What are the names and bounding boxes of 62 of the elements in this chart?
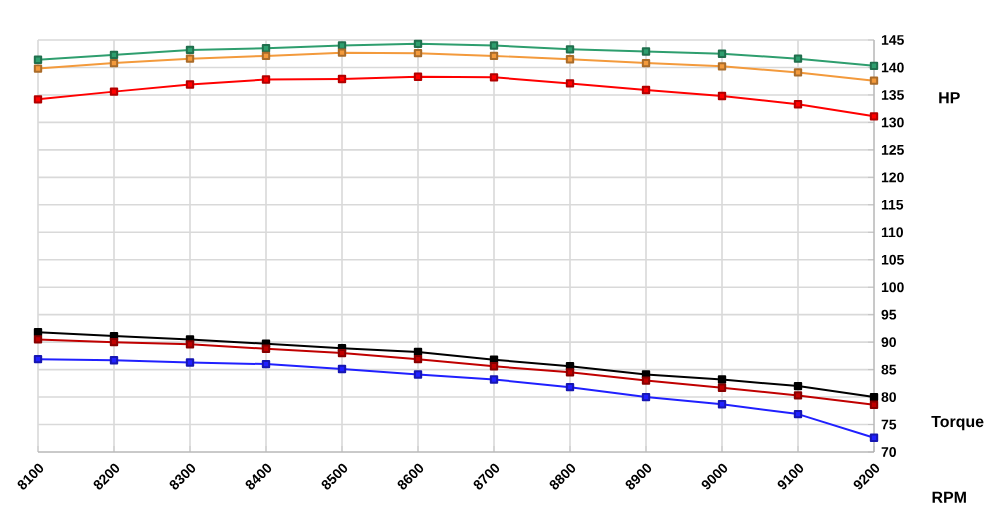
point — [109, 50, 119, 60]
point — [413, 39, 423, 49]
point — [185, 340, 195, 349]
point — [33, 64, 43, 73]
point — [793, 100, 803, 109]
point — [641, 47, 651, 56]
point — [33, 95, 43, 104]
point — [109, 58, 119, 68]
point — [109, 87, 119, 96]
point — [565, 368, 575, 377]
point — [793, 54, 803, 63]
point — [717, 91, 727, 101]
point — [717, 375, 727, 384]
point — [869, 433, 879, 442]
point — [261, 51, 271, 61]
point — [261, 44, 271, 53]
point — [793, 381, 803, 391]
point — [717, 383, 727, 392]
point — [185, 358, 195, 367]
point — [869, 61, 879, 70]
point — [565, 55, 575, 64]
point — [185, 45, 195, 55]
point — [869, 112, 879, 121]
point — [869, 76, 879, 85]
point — [261, 344, 271, 353]
point — [489, 375, 499, 384]
point — [717, 62, 727, 71]
point — [261, 359, 271, 369]
point — [565, 79, 575, 88]
point — [869, 392, 879, 402]
point — [641, 376, 651, 385]
point — [337, 74, 347, 84]
point — [109, 356, 119, 365]
point — [793, 391, 803, 400]
point — [793, 68, 803, 77]
point — [413, 354, 423, 364]
point — [261, 75, 271, 84]
point — [489, 73, 499, 82]
point — [337, 364, 347, 374]
point — [641, 58, 651, 68]
point — [413, 72, 423, 81]
point — [489, 51, 499, 61]
point — [337, 348, 347, 358]
point — [641, 392, 651, 402]
point — [185, 80, 195, 89]
point — [33, 354, 43, 364]
point — [869, 400, 879, 409]
point — [413, 48, 423, 58]
point — [185, 54, 195, 63]
point — [717, 49, 727, 58]
point — [33, 55, 43, 64]
point — [565, 45, 575, 54]
point — [717, 400, 727, 409]
point — [337, 48, 347, 57]
point — [109, 337, 119, 347]
point — [565, 382, 575, 392]
point — [641, 85, 651, 95]
point — [413, 370, 423, 379]
point — [793, 409, 803, 419]
point — [489, 362, 499, 371]
point — [33, 335, 43, 344]
point — [489, 41, 499, 50]
